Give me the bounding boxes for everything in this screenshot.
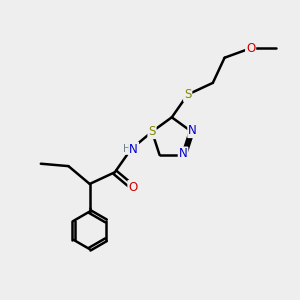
Text: O: O	[246, 42, 255, 55]
Text: O: O	[128, 181, 137, 194]
Text: N: N	[179, 148, 188, 160]
Text: N: N	[188, 124, 197, 137]
Text: N: N	[129, 142, 138, 155]
Text: S: S	[148, 125, 156, 138]
Text: S: S	[184, 88, 191, 101]
Text: H: H	[123, 144, 131, 154]
